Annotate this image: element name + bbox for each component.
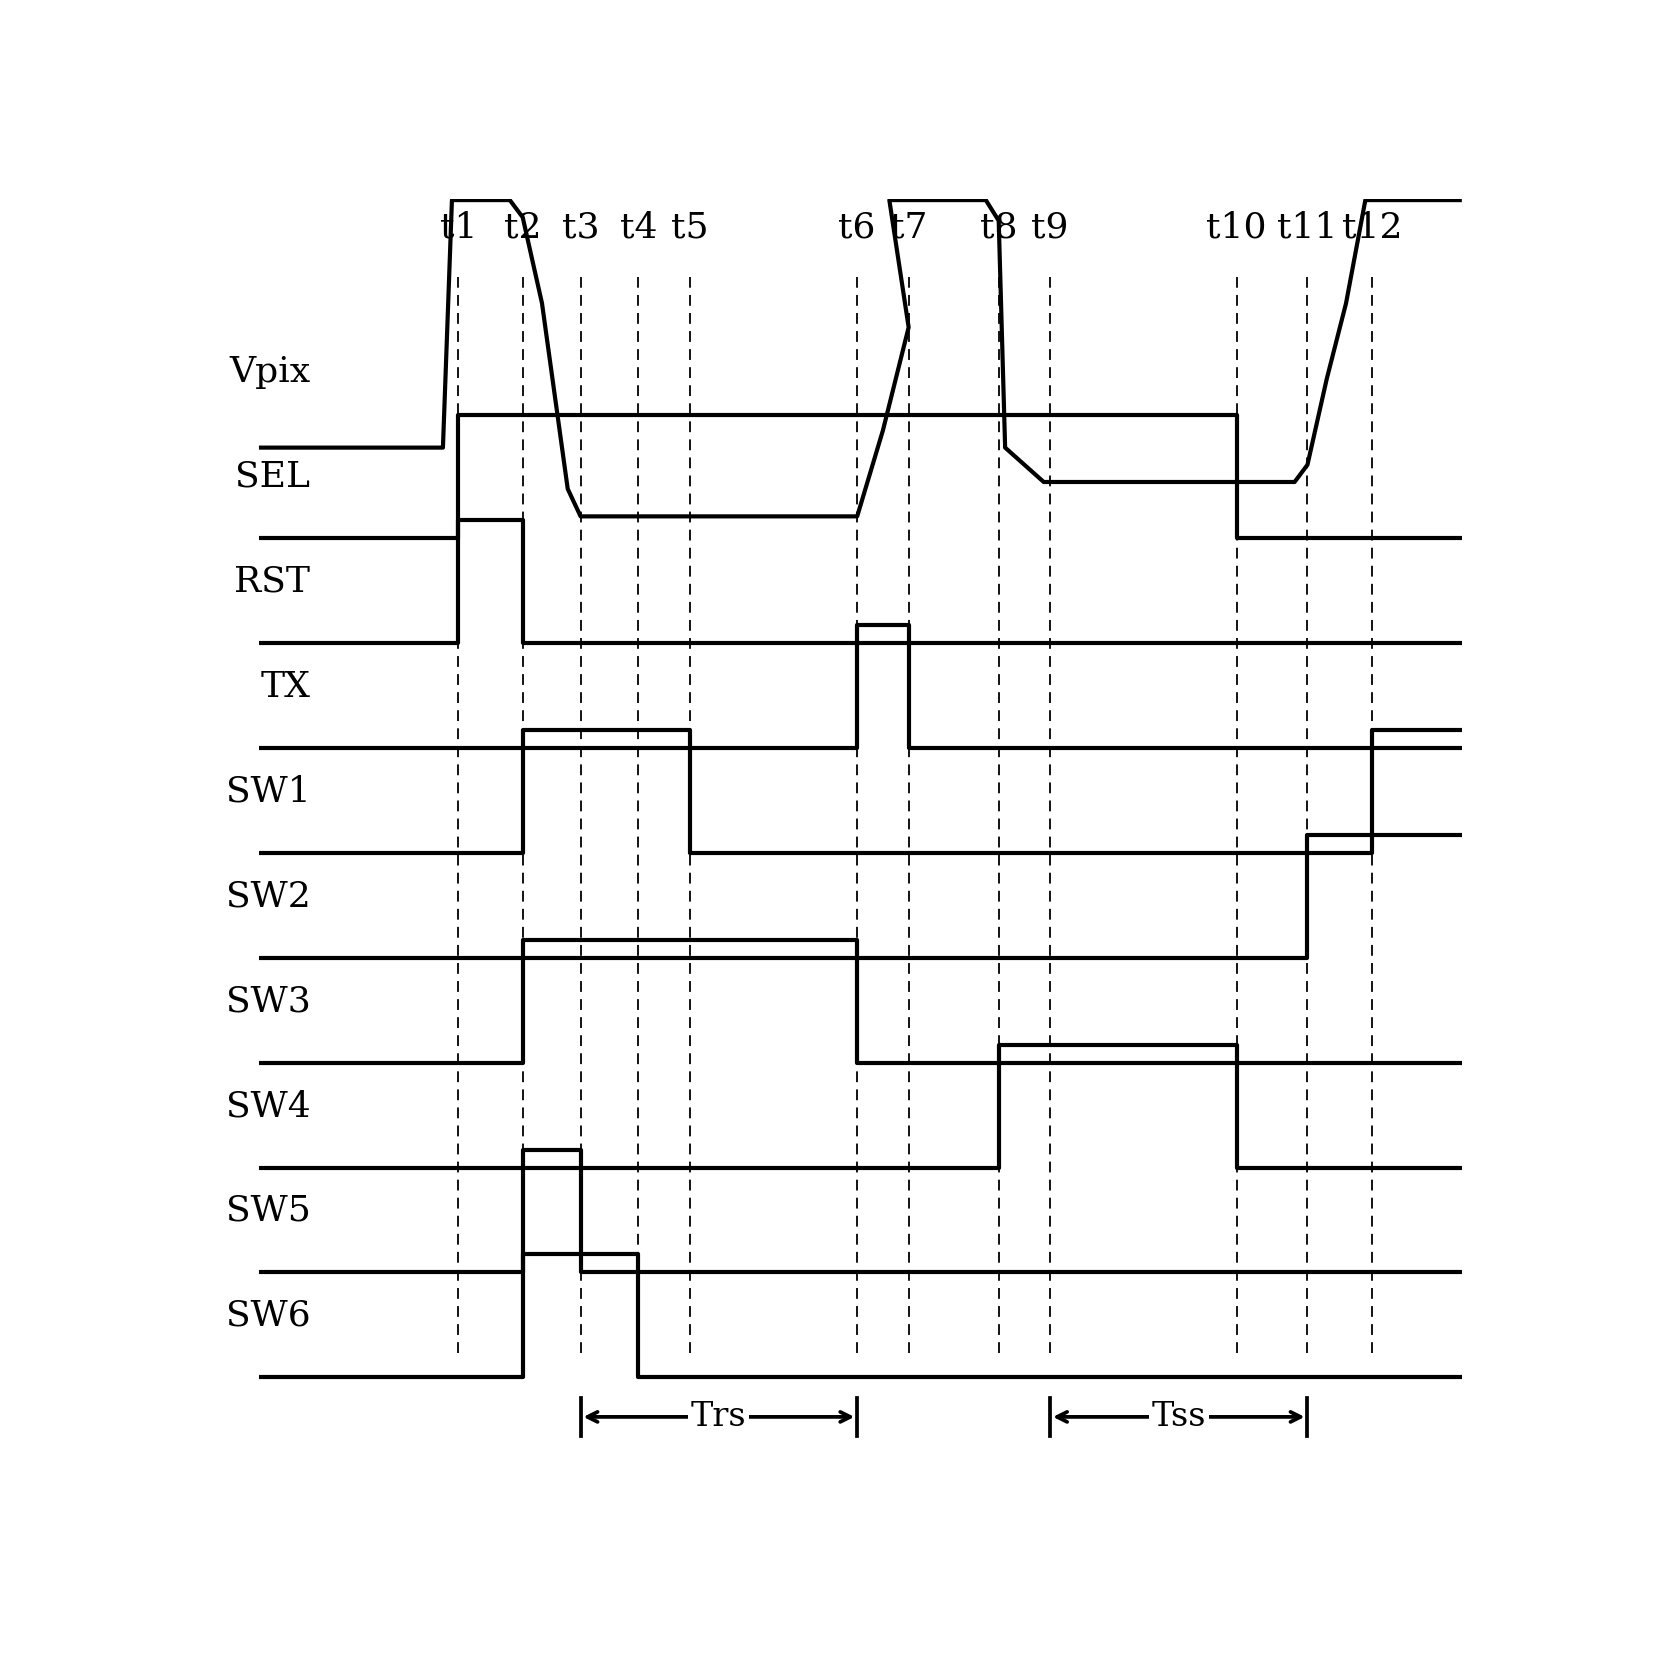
Text: RST: RST [234, 565, 310, 598]
Text: t9: t9 [1031, 209, 1069, 244]
Text: t5: t5 [671, 209, 709, 244]
Text: TX: TX [261, 669, 310, 704]
Text: t1: t1 [440, 209, 476, 244]
Text: SW1: SW1 [226, 774, 310, 809]
Text: t11: t11 [1277, 209, 1338, 244]
Text: t8: t8 [979, 209, 1018, 244]
Text: t7: t7 [890, 209, 928, 244]
Text: t3: t3 [561, 209, 599, 244]
Text: SEL: SEL [236, 460, 310, 493]
Text: Vpix: Vpix [229, 355, 310, 389]
Text: SW3: SW3 [226, 985, 310, 1018]
Text: Trs: Trs [691, 1400, 747, 1433]
Text: t2: t2 [505, 209, 541, 244]
Text: t6: t6 [838, 209, 876, 244]
Text: t4: t4 [619, 209, 657, 244]
Text: SW4: SW4 [226, 1090, 310, 1123]
Text: SW6: SW6 [226, 1299, 310, 1332]
Text: t10: t10 [1207, 209, 1267, 244]
Text: SW5: SW5 [226, 1194, 310, 1227]
Text: SW2: SW2 [226, 879, 310, 914]
Text: Tss: Tss [1152, 1400, 1207, 1433]
Text: t12: t12 [1341, 209, 1403, 244]
